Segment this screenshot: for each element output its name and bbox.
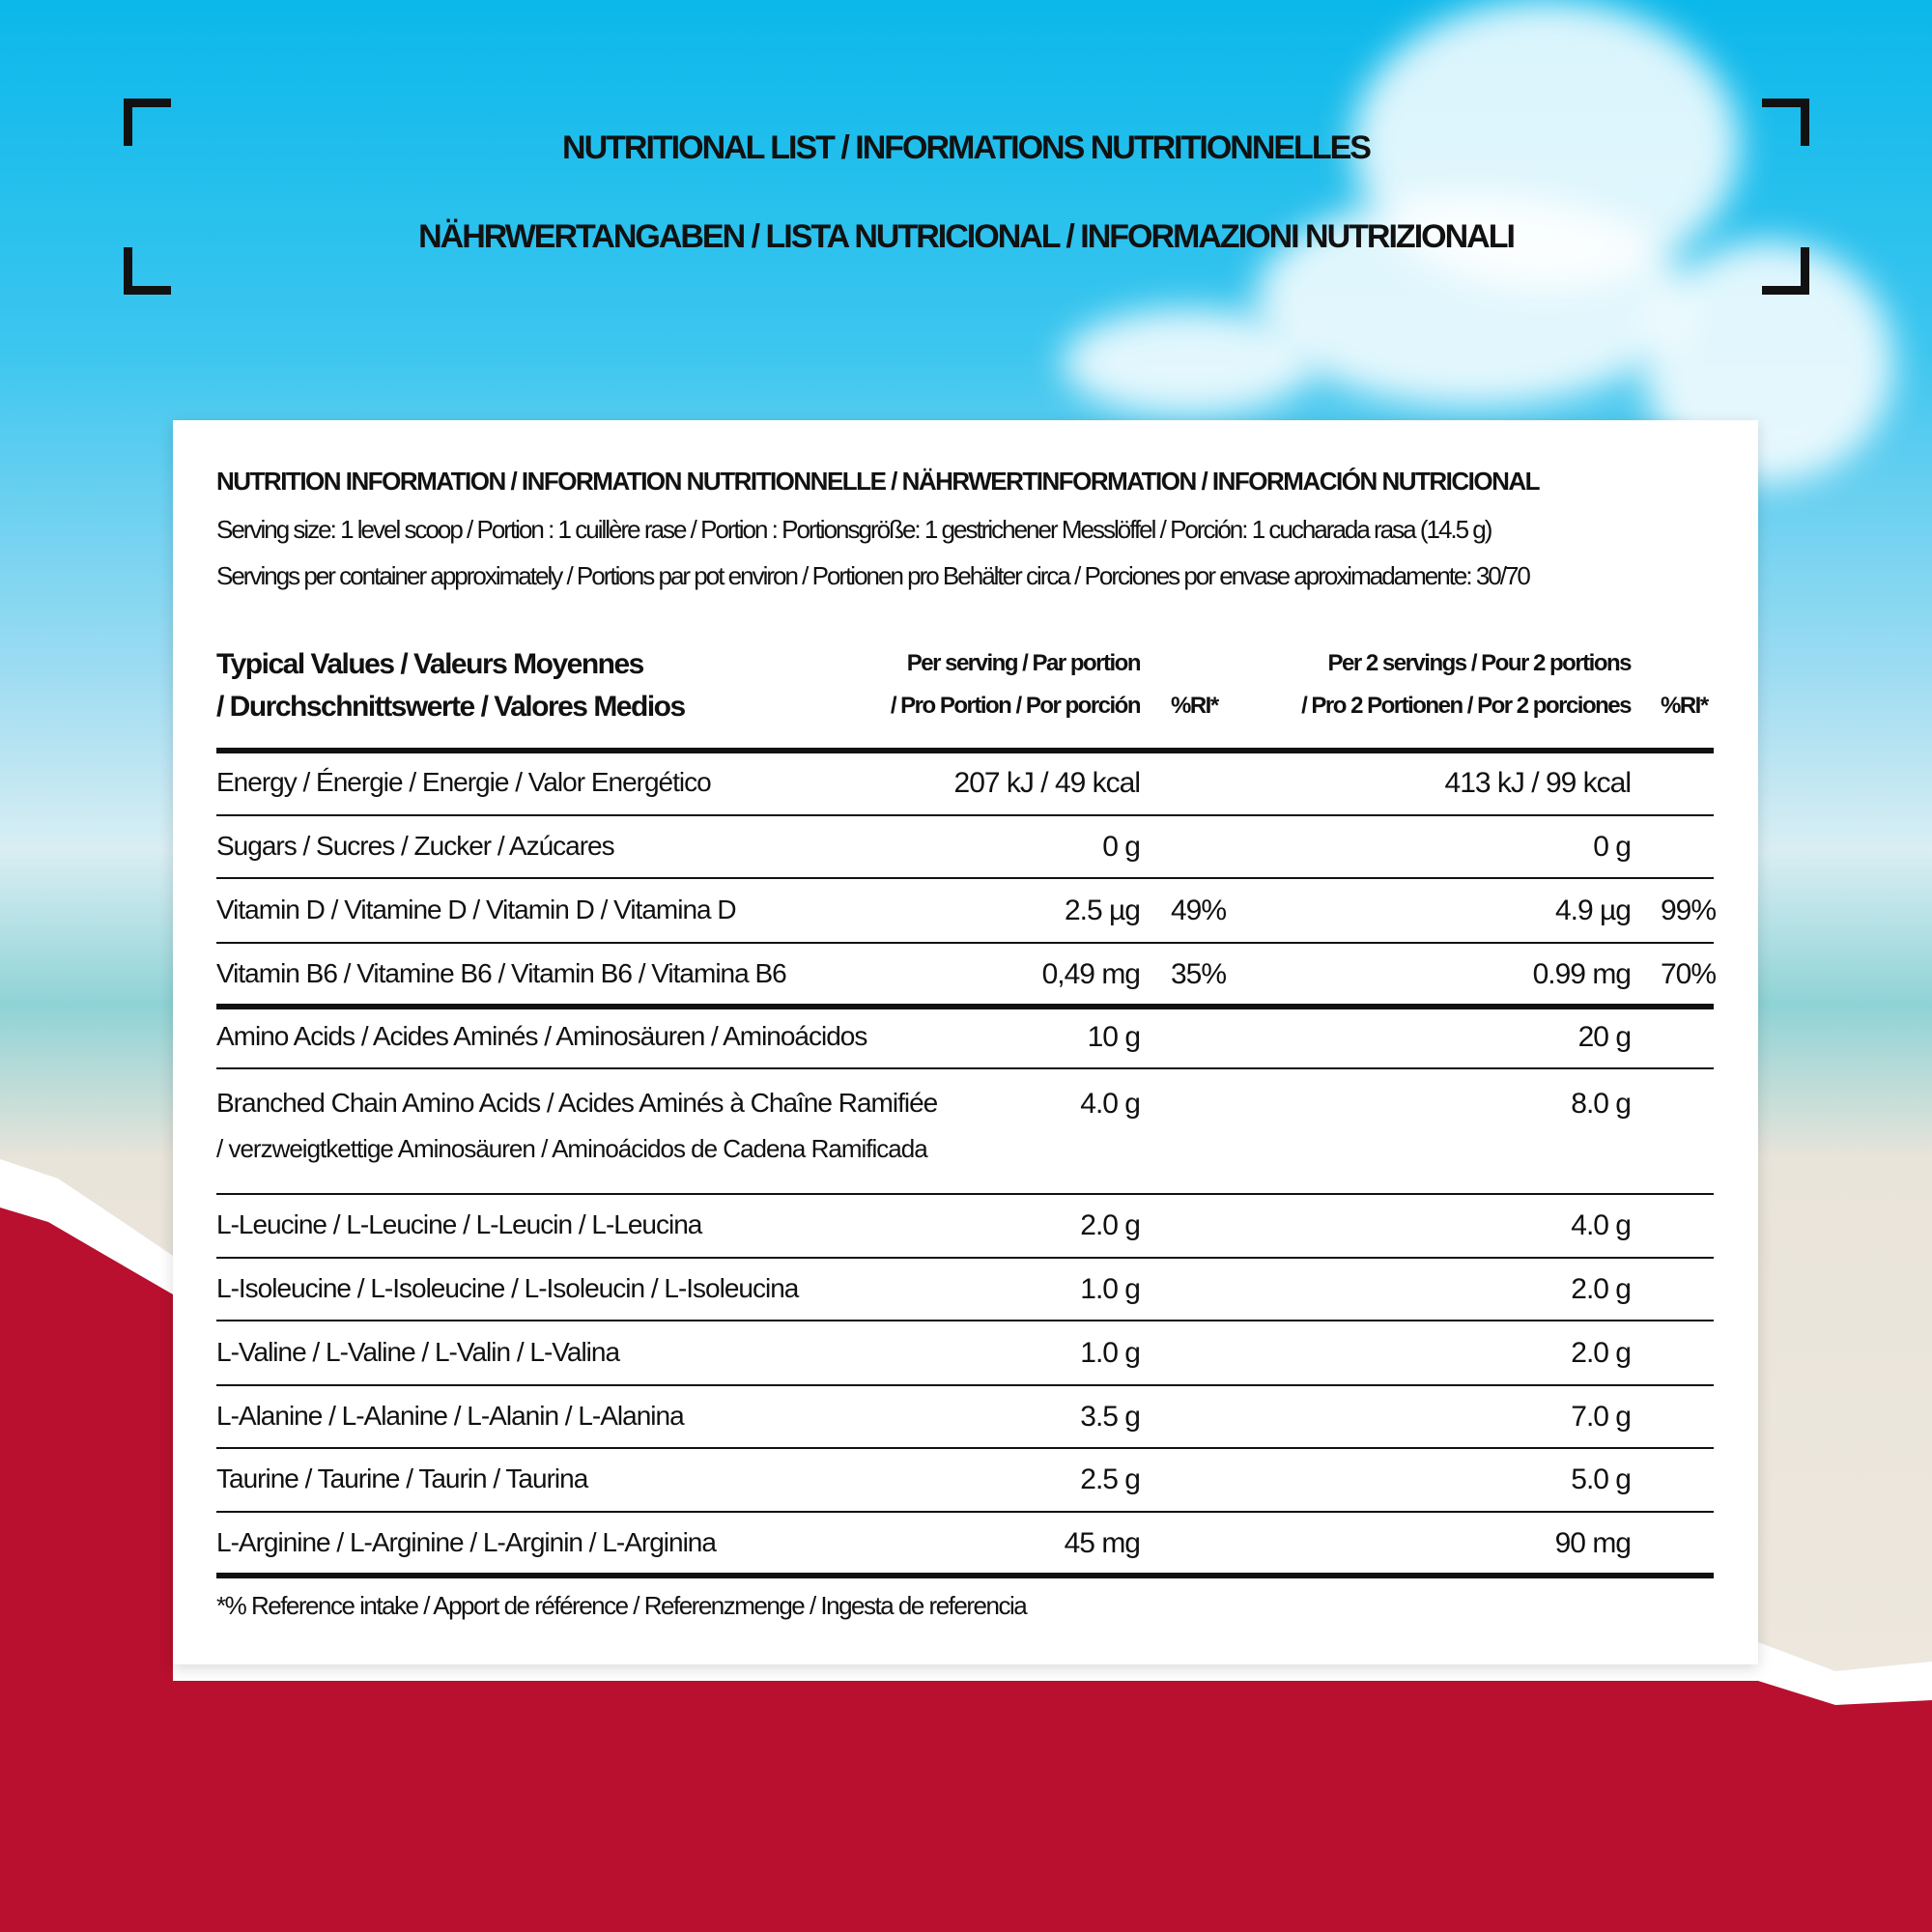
- row-per-2-servings: 8.0 g: [1571, 1088, 1632, 1120]
- row-per-serving: 2.0 g: [1080, 1209, 1141, 1241]
- nutrition-heading: NUTRITION INFORMATION / INFORMATION NUTR…: [216, 467, 1541, 496]
- row-label: L-Isoleucine / L-Isoleucine / L-Isoleuci…: [216, 1272, 799, 1303]
- cloud: [1063, 309, 1314, 415]
- row-label: Vitamin B6 / Vitamine B6 / Vitamin B6 / …: [216, 958, 787, 988]
- row-label: L-Alanine / L-Alanine / L-Alanin / L-Ala…: [216, 1400, 685, 1431]
- row-per-serving: 2.5 g: [1080, 1463, 1141, 1495]
- col-ri-2: %RI*: [1661, 693, 1709, 719]
- table-header-divider: [216, 748, 1714, 753]
- row-per-2-servings: 4.9 µg: [1554, 894, 1632, 926]
- row-per-serving: 0,49 mg: [1041, 958, 1141, 990]
- row-divider: [216, 1193, 1714, 1195]
- row-divider: [216, 877, 1714, 879]
- corner-bracket-bottom-right: [1762, 247, 1809, 295]
- row-per-2-servings: 4.0 g: [1571, 1209, 1632, 1241]
- row-per-serving: 4.0 g: [1080, 1088, 1141, 1120]
- col-typical-values: Typical Values / Valeurs Moyennes: [216, 648, 644, 680]
- row-per-2-servings: 0 g: [1593, 830, 1632, 863]
- row-per-2-servings: 2.0 g: [1571, 1336, 1632, 1369]
- row-ri: 35%: [1171, 958, 1227, 990]
- row-label: Sugars / Sucres / Zucker / Azúcares: [216, 830, 615, 861]
- row-ri: 49%: [1171, 894, 1227, 926]
- row-label: Energy / Énergie / Energie / Valor Energ…: [216, 766, 712, 797]
- row-per-2-servings: 2.0 g: [1571, 1272, 1632, 1305]
- row-label: L-Arginine / L-Arginine / L-Arginin / L-…: [216, 1527, 717, 1557]
- row-per-2-servings: 90 mg: [1554, 1527, 1632, 1559]
- row-per-serving: 207 kJ / 49 kcal: [953, 766, 1141, 799]
- row-per-2-servings: 413 kJ / 99 kcal: [1444, 766, 1632, 799]
- footnote: *% Reference intake / Apport de référenc…: [216, 1591, 1028, 1620]
- row-divider: [216, 1320, 1714, 1321]
- row-per-serving: 3.5 g: [1080, 1400, 1141, 1433]
- row-label: L-Valine / L-Valine / L-Valin / L-Valina: [216, 1336, 620, 1367]
- col-per-serving: Per serving / Par portion: [906, 650, 1142, 676]
- nutrition-card: NUTRITION INFORMATION / INFORMATION NUTR…: [173, 420, 1758, 1664]
- row-per-serving: 1.0 g: [1080, 1272, 1141, 1305]
- page-title-line-2: NÄHRWERTANGABEN / LISTA NUTRICIONAL / IN…: [418, 218, 1516, 255]
- row-per-serving: 2.5 µg: [1064, 894, 1141, 926]
- col-per-2-servings: Per 2 servings / Pour 2 portions: [1327, 650, 1633, 676]
- col-typical-values-2: / Durchschnittswerte / Valores Medios: [216, 691, 686, 723]
- row-label: Amino Acids / Acides Aminés / Aminosäure…: [216, 1021, 867, 1051]
- servings-per-container: Servings per container approximately / P…: [216, 561, 1531, 590]
- col-ri: %RI*: [1171, 693, 1219, 719]
- page-title-line-1: NUTRITIONAL LIST / INFORMATIONS NUTRITIO…: [562, 129, 1372, 166]
- row-label: Taurine / Taurine / Taurin / Taurina: [216, 1463, 588, 1493]
- row-divider: [216, 1257, 1714, 1259]
- corner-bracket-top-left: [124, 99, 171, 146]
- row-per-2-servings: 0.99 mg: [1532, 958, 1632, 990]
- row-per-serving: 1.0 g: [1080, 1336, 1141, 1369]
- row-divider: [216, 814, 1714, 816]
- thick-divider: [216, 1004, 1714, 1009]
- row-per-serving: 0 g: [1102, 830, 1141, 863]
- row-label: Vitamin D / Vitamine D / Vitamin D / Vit…: [216, 894, 737, 924]
- row-label-2: / verzweigtkettige Aminosäuren / Aminoác…: [216, 1134, 928, 1163]
- serving-size: Serving size: 1 level scoop / Portion : …: [216, 515, 1492, 544]
- row-divider: [216, 1384, 1714, 1386]
- row-divider: [216, 1447, 1714, 1449]
- row-ri-2: 99%: [1661, 894, 1717, 926]
- col-per-serving-2: / Pro Portion / Por porción: [890, 693, 1142, 719]
- row-divider: [216, 1067, 1714, 1069]
- cloud: [1256, 193, 1690, 406]
- row-per-2-servings: 5.0 g: [1571, 1463, 1632, 1495]
- row-divider: [216, 942, 1714, 944]
- row-label: Branched Chain Amino Acids / Acides Amin…: [216, 1088, 938, 1118]
- row-ri-2: 70%: [1661, 958, 1717, 990]
- thick-divider: [216, 1573, 1714, 1578]
- corner-bracket-top-right: [1762, 99, 1809, 146]
- row-label: L-Leucine / L-Leucine / L-Leucin / L-Leu…: [216, 1209, 702, 1239]
- row-per-serving: 45 mg: [1064, 1527, 1141, 1559]
- row-per-serving: 10 g: [1087, 1021, 1141, 1053]
- row-per-2-servings: 7.0 g: [1571, 1400, 1632, 1433]
- col-per-2-servings-2: / Pro 2 Portionen / Por 2 porciones: [1301, 693, 1632, 719]
- corner-bracket-bottom-left: [124, 247, 171, 295]
- row-divider: [216, 1511, 1714, 1513]
- row-per-2-servings: 20 g: [1577, 1021, 1632, 1053]
